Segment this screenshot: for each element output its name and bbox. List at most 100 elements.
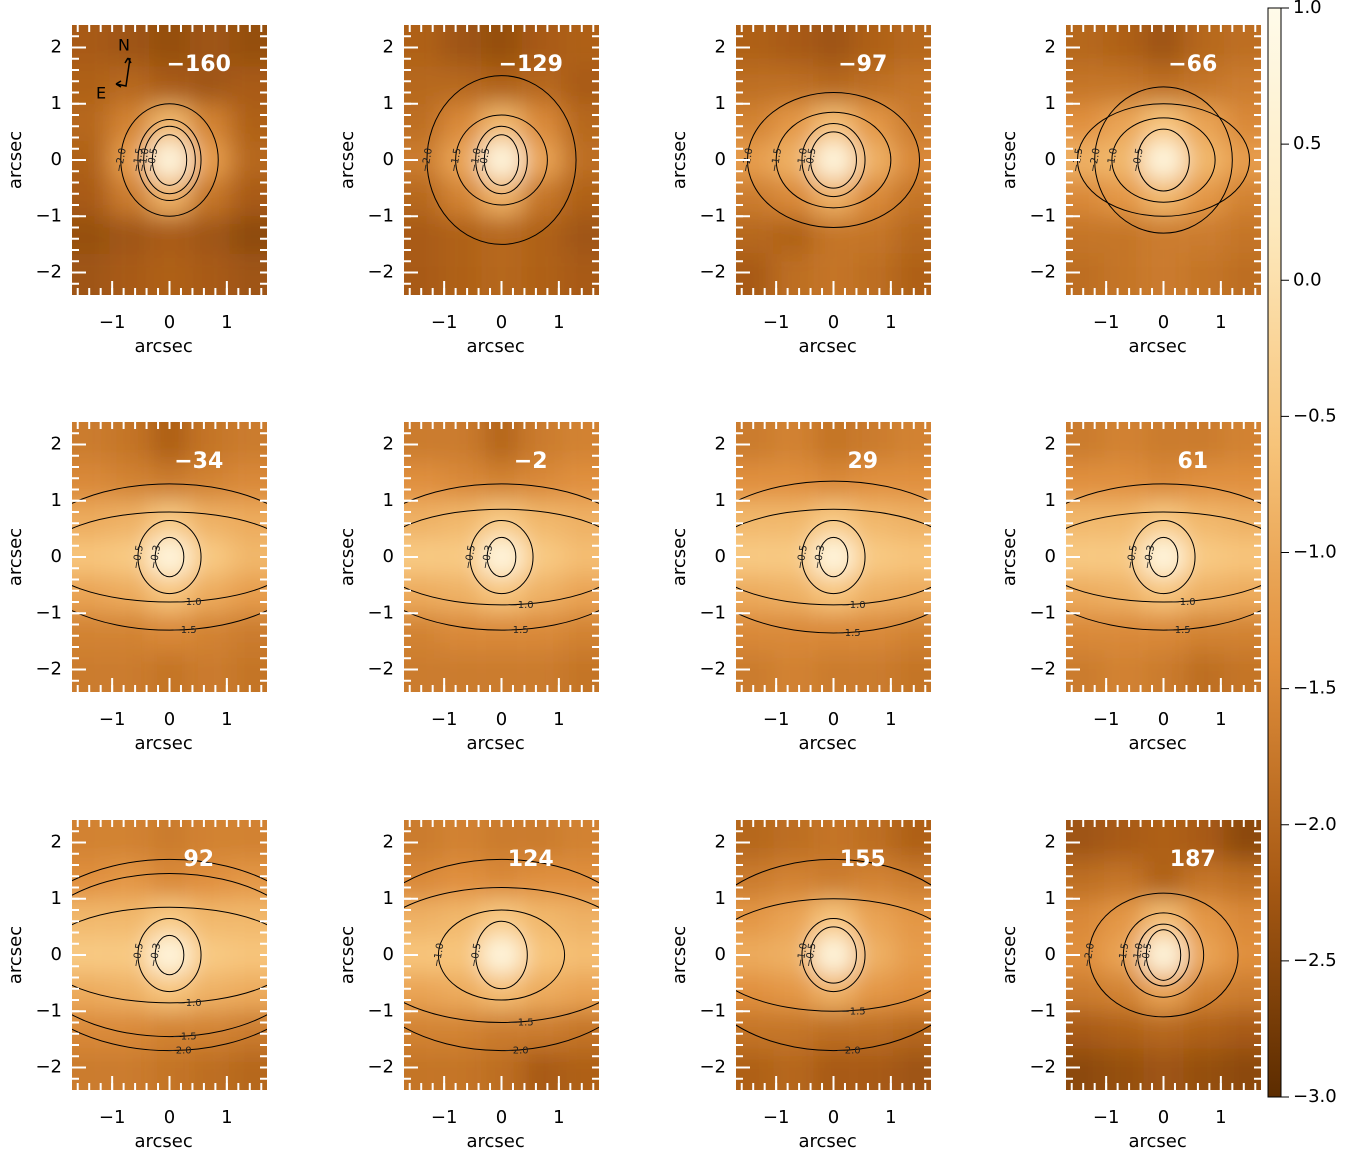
x-tick-label: 1: [553, 709, 564, 730]
pixel: [773, 501, 813, 538]
compass-north: N: [118, 36, 130, 55]
pixel: [854, 216, 894, 253]
pixel: [361, 66, 441, 103]
x-axis-label: arcsec: [799, 336, 857, 357]
y-tick-label: 0: [715, 149, 726, 170]
pixel: [1224, 463, 1304, 500]
pixel: [562, 786, 642, 861]
pixel: [441, 501, 481, 538]
y-tick-label: −1: [35, 205, 62, 226]
y-axis-label: arcsec: [999, 926, 1020, 984]
contour-label: −1.5: [172, 1032, 196, 1043]
panel: −0.5−1.0−1.5−2.0: [29, 0, 310, 329]
pixel: [1103, 463, 1143, 500]
contour-label: −2.0: [167, 1046, 191, 1057]
pixel: [1023, 388, 1103, 463]
pixel: [1103, 179, 1143, 216]
image: [361, 786, 642, 1124]
pixel: [854, 104, 894, 141]
pixel: [1224, 501, 1304, 538]
image: [29, 786, 310, 1124]
pixel: [562, 861, 642, 898]
pixel: [230, 388, 310, 463]
pixel: [522, 501, 562, 538]
image: [1023, 0, 1304, 329]
y-tick-label: 1: [715, 93, 726, 114]
y-axis-label: arcsec: [669, 528, 690, 586]
y-axis-label: arcsec: [337, 131, 358, 189]
x-axis-label: arcsec: [135, 1131, 193, 1150]
pixel: [1103, 786, 1143, 861]
pixel: [109, 576, 149, 613]
panel-title: 124: [508, 847, 554, 872]
x-axis-label: arcsec: [467, 336, 525, 357]
panel-title: −97: [838, 52, 887, 77]
x-tick-label: −1: [99, 709, 126, 730]
pixel: [813, 179, 853, 216]
pixel: [441, 899, 481, 936]
pixel: [190, 216, 230, 253]
x-tick-label: 0: [828, 312, 839, 333]
y-tick-label: −2: [1029, 1057, 1056, 1078]
pixel: [230, 538, 310, 576]
x-tick-label: 0: [1158, 1107, 1169, 1128]
pixel: [1224, 861, 1304, 898]
pixel: [1224, 66, 1304, 103]
pixel: [109, 1011, 149, 1048]
pixel: [562, 576, 642, 613]
pixel: [562, 936, 642, 974]
pixel: [1184, 216, 1224, 253]
pixel: [441, 463, 481, 500]
image: [1023, 786, 1304, 1124]
pixel: [1023, 66, 1103, 103]
pixel: [441, 388, 481, 463]
y-tick-label: 1: [715, 888, 726, 909]
pixel: [1103, 216, 1143, 253]
pixel: [1103, 576, 1143, 613]
contour-label: −1.5: [1166, 625, 1190, 636]
colorbar-tick-label: 1.0: [1293, 0, 1322, 18]
pixel: [562, 254, 642, 329]
pixel: [481, 179, 521, 216]
pixel: [230, 651, 310, 726]
pixel: [1103, 1011, 1143, 1048]
pixel: [894, 501, 974, 538]
pixel: [894, 613, 974, 650]
x-tick-label: 0: [496, 312, 507, 333]
pixel: [813, 899, 853, 936]
pixel: [1224, 254, 1304, 329]
pixel: [481, 974, 521, 1011]
panel: −0.5−1.0−1.5−2.0: [690, 786, 977, 1124]
panel-title: −66: [1168, 52, 1217, 77]
pixel: [1224, 936, 1304, 974]
pixel: [230, 104, 310, 141]
pixel: [562, 651, 642, 726]
pixel: [693, 0, 773, 66]
x-axis-label: arcsec: [467, 733, 525, 754]
pixel: [1103, 861, 1143, 898]
y-tick-label: −1: [367, 1000, 394, 1021]
pixel: [230, 974, 310, 1011]
pixel: [29, 463, 109, 500]
y-axis-label: arcsec: [669, 131, 690, 189]
colorbar: [1268, 8, 1281, 1097]
pixel: [190, 538, 230, 576]
pixel: [693, 899, 773, 936]
pixel: [693, 936, 773, 974]
pixel: [29, 388, 109, 463]
pixel: [441, 974, 481, 1011]
pixel: [1103, 899, 1143, 936]
contour-label: −1.5: [509, 1018, 533, 1029]
pixel: [1103, 501, 1143, 538]
pixel: [1224, 1049, 1304, 1124]
y-tick-label: 2: [1045, 434, 1056, 455]
pixel: [562, 1011, 642, 1048]
pixel: [441, 613, 481, 650]
pixel: [230, 1049, 310, 1124]
pixel: [693, 538, 773, 576]
x-tick-label: 0: [1158, 312, 1169, 333]
y-axis-label: arcsec: [669, 926, 690, 984]
y-tick-label: −2: [699, 1057, 726, 1078]
pixel: [1103, 104, 1143, 141]
contour-label: −1.5: [841, 1006, 865, 1017]
